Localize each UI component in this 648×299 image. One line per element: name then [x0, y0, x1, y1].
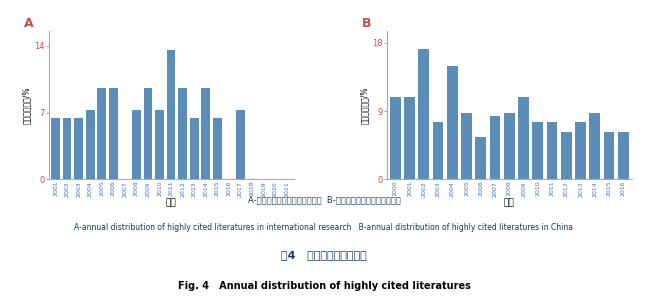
- Bar: [390, 97, 400, 179]
- Bar: [75, 118, 83, 179]
- Bar: [167, 50, 176, 179]
- Bar: [561, 132, 572, 179]
- X-axis label: 年份: 年份: [166, 198, 176, 207]
- Bar: [51, 118, 60, 179]
- Bar: [476, 137, 486, 179]
- Text: A-annual distribution of highly cited literatures in international research   B-: A-annual distribution of highly cited li…: [75, 223, 573, 232]
- Text: A-国际研究高被引文献年度分布  B-国内研究高被引文献年度分布: A-国际研究高被引文献年度分布 B-国内研究高被引文献年度分布: [248, 196, 400, 205]
- Y-axis label: 被引文献占比/%: 被引文献占比/%: [22, 87, 31, 124]
- Bar: [575, 123, 586, 179]
- Text: A: A: [24, 16, 34, 30]
- Bar: [132, 110, 141, 179]
- Bar: [533, 123, 543, 179]
- Bar: [447, 65, 457, 179]
- Bar: [156, 110, 164, 179]
- Bar: [213, 118, 222, 179]
- Text: B: B: [362, 16, 372, 30]
- Bar: [490, 116, 500, 179]
- Bar: [504, 113, 515, 179]
- Bar: [63, 118, 71, 179]
- Bar: [86, 110, 95, 179]
- Bar: [461, 113, 472, 179]
- Text: Fig. 4   Annual distribution of highly cited literatures: Fig. 4 Annual distribution of highly cit…: [178, 281, 470, 291]
- Bar: [590, 113, 600, 179]
- Bar: [433, 123, 443, 179]
- Bar: [404, 97, 415, 179]
- Bar: [518, 97, 529, 179]
- Bar: [547, 123, 557, 179]
- Y-axis label: 被引文献占比/%: 被引文献占比/%: [360, 87, 369, 124]
- Text: 图4   高被引文献年度分布: 图4 高被引文献年度分布: [281, 250, 367, 260]
- Bar: [109, 88, 118, 179]
- Bar: [604, 132, 614, 179]
- Bar: [618, 132, 629, 179]
- Bar: [419, 49, 429, 179]
- Bar: [144, 88, 152, 179]
- Bar: [236, 110, 245, 179]
- Bar: [202, 88, 210, 179]
- Bar: [190, 118, 198, 179]
- Bar: [178, 88, 187, 179]
- Bar: [97, 88, 106, 179]
- X-axis label: 年份: 年份: [504, 198, 515, 207]
